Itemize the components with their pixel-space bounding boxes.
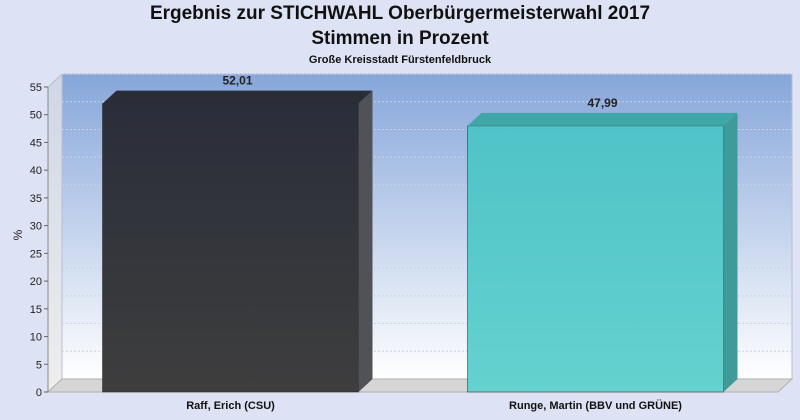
y-tick-label: 55	[30, 82, 42, 94]
y-tick-label: 25	[30, 248, 42, 260]
chart-title: Ergebnis zur STICHWAHL Oberbürgermeister…	[149, 3, 651, 24]
chart-subtitle: Stimmen in Prozent	[311, 28, 489, 49]
bar-side	[723, 112, 738, 393]
y-tick-label: 5	[36, 359, 42, 371]
y-tick-label: 30	[30, 221, 42, 233]
y-tick-label: 45	[30, 137, 42, 149]
bar-value-label: 52,01	[222, 74, 252, 88]
bar-top	[102, 90, 373, 104]
plot-left-wall	[47, 72, 63, 394]
x-category-label: Raff, Erich (CSU)	[186, 400, 275, 412]
y-tick-label: 10	[30, 332, 42, 344]
bar-top	[467, 112, 738, 126]
bar-side	[358, 90, 373, 393]
y-tick-label: 50	[30, 110, 42, 122]
y-tick-label: 20	[30, 276, 42, 288]
chart-caption: Große Kreisstadt Fürstenfeldbruck	[308, 54, 492, 66]
y-tick-label: 40	[30, 165, 42, 177]
bar-value-label: 47,99	[587, 96, 617, 110]
y-tick-label: 0	[36, 387, 42, 399]
y-tick-label: 35	[30, 193, 42, 205]
bar	[102, 103, 359, 393]
y-axis-label: %	[11, 229, 25, 240]
x-category-label: Runge, Martin (BBV und GRÜNE)	[509, 399, 682, 412]
y-tick-label: 15	[30, 304, 42, 316]
bar	[467, 125, 724, 393]
